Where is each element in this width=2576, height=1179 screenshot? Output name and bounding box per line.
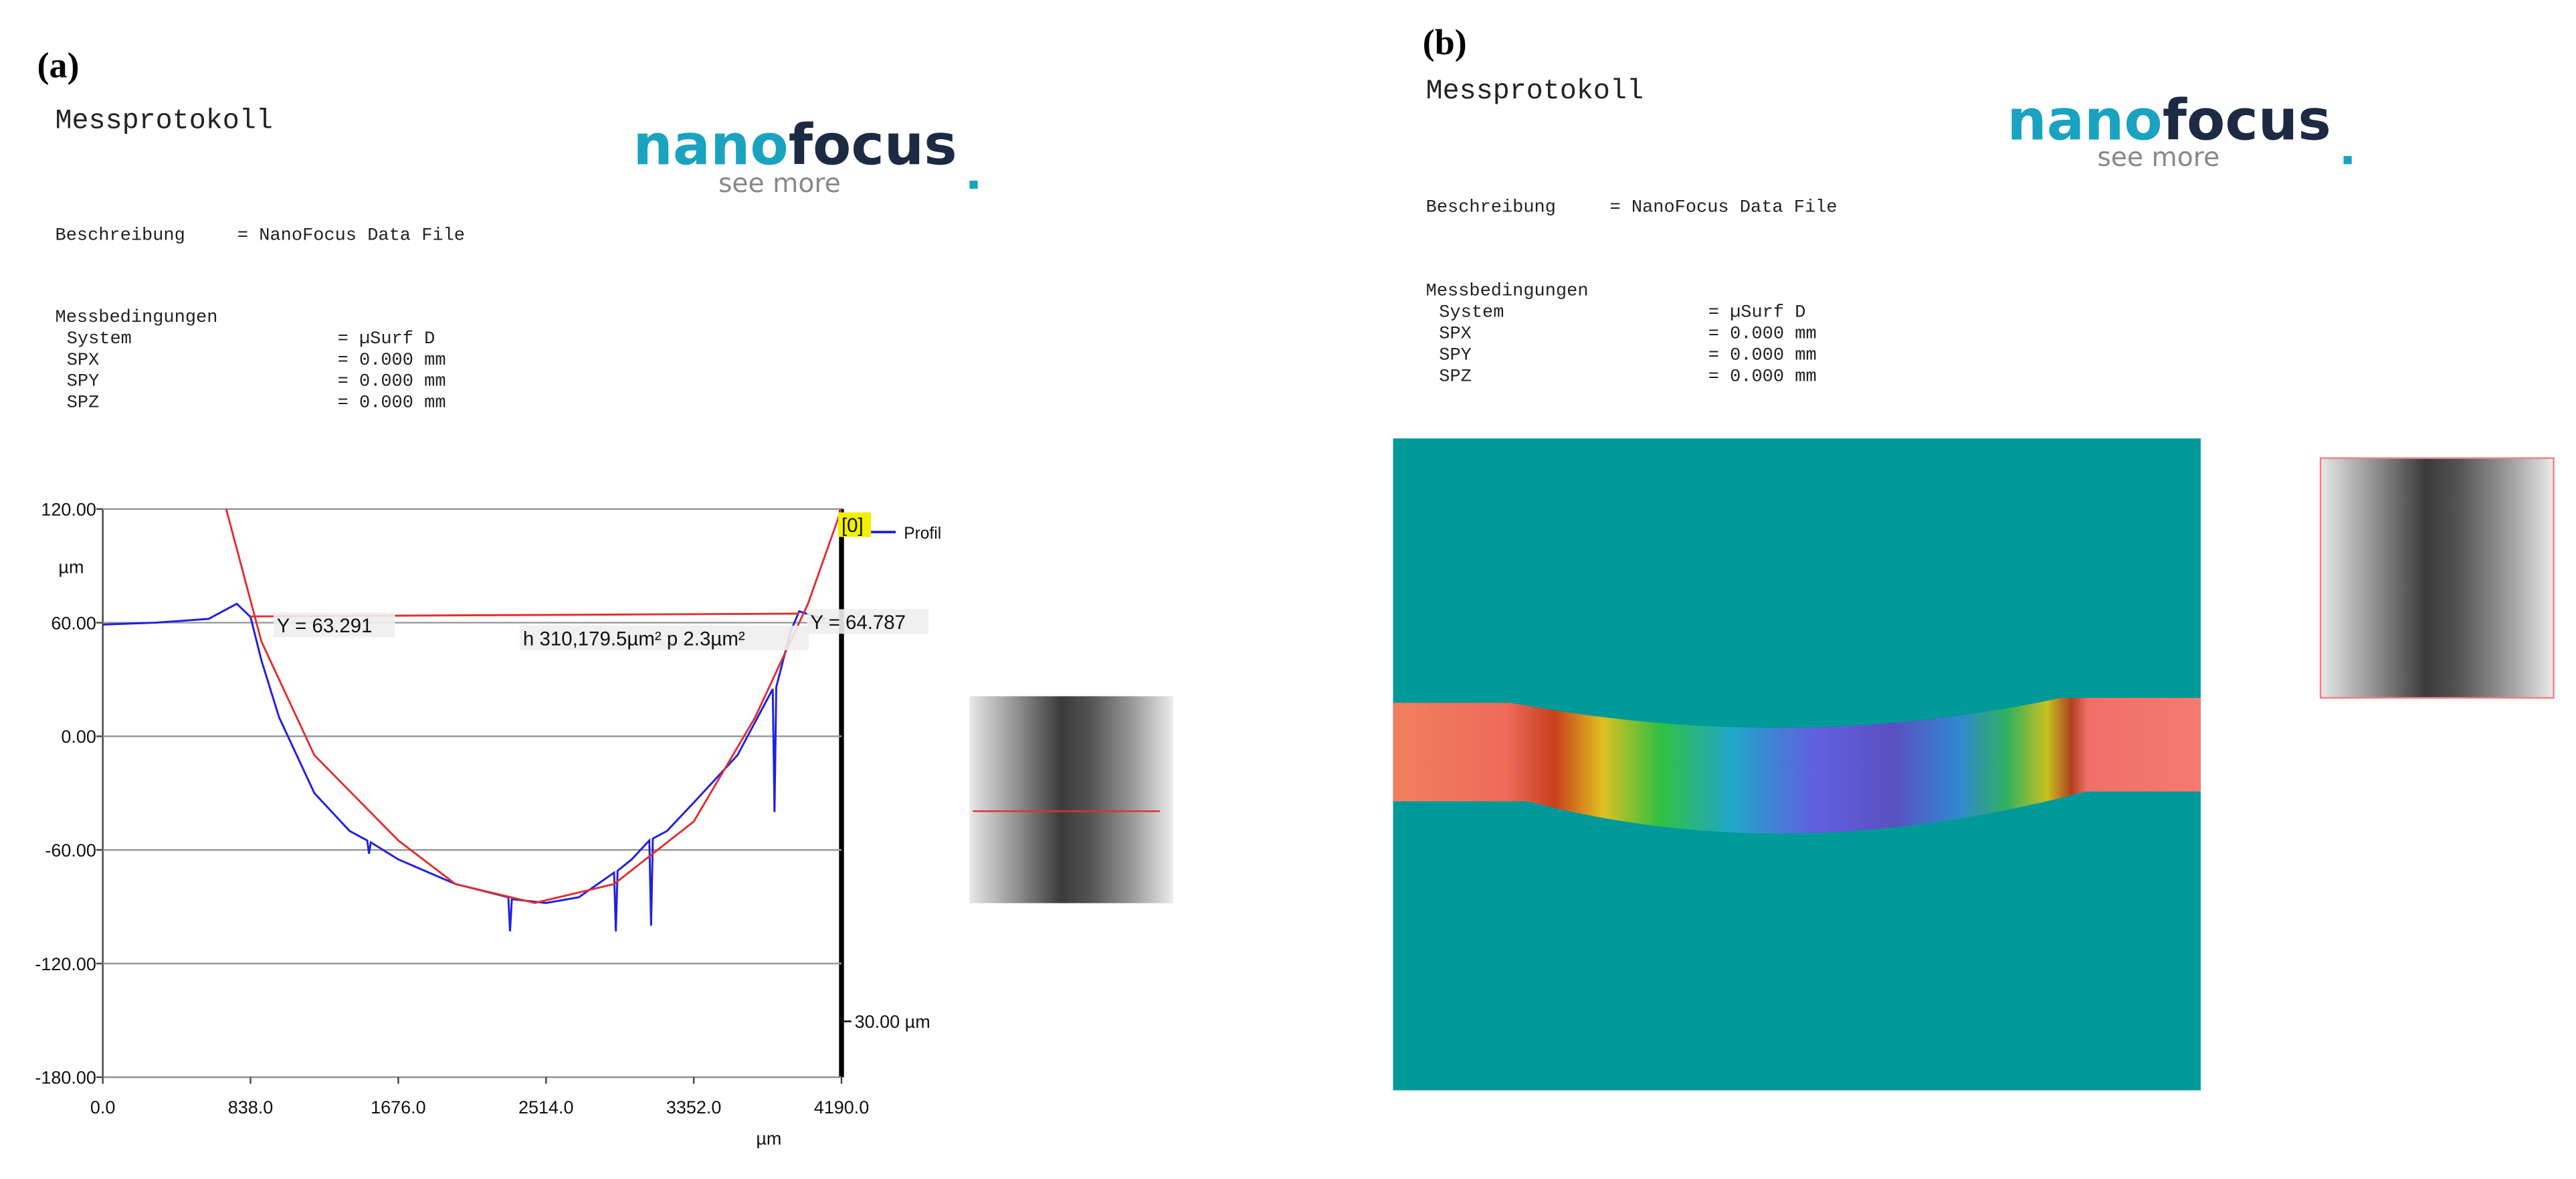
x-unit: µm (756, 1128, 781, 1148)
y-tick-label: -60.00 (45, 840, 96, 860)
logo: nanofocus (633, 112, 957, 177)
x-tick-label: 838.0 (228, 1097, 274, 1117)
logo-dot (969, 180, 978, 189)
condition-value: = 0.000 mm (1708, 345, 1817, 365)
condition-value: = 0.000 mm (1708, 325, 1817, 345)
description-label: Beschreibung (56, 225, 185, 246)
heading: Messprotokoll (56, 104, 273, 137)
condition-name: SPY (67, 372, 100, 392)
logo-nano: nano (633, 112, 788, 177)
conditions-heading: Messbedingungen (56, 308, 218, 328)
condition-value: = 0.000 mm (338, 393, 446, 414)
groove-map (1393, 697, 2201, 834)
logo-nano: nano (2007, 88, 2162, 153)
scale-label: 30.00 µm (855, 1012, 930, 1032)
legend-label: Profil (904, 525, 941, 543)
condition-value: = µSurf D (1708, 303, 1806, 323)
condition-value: = 0.000 mm (338, 351, 446, 371)
grid (96, 508, 843, 1084)
annotation: Y = 64.787 (810, 612, 906, 634)
condition-name: SPX (1439, 325, 1472, 345)
marker-box (838, 512, 872, 537)
conditions-heading: Messbedingungen (1426, 282, 1589, 302)
condition-name: SPZ (67, 393, 100, 414)
y-tick-label: 120.00 (41, 500, 96, 520)
panel-label: (b) (1423, 22, 1467, 62)
y-tick-label: -120.00 (35, 954, 96, 974)
condition-name: SPZ (1439, 367, 1472, 387)
marker: [0] (841, 515, 864, 537)
x-tick-label: 0.0 (90, 1097, 116, 1117)
description-label: Beschreibung (1426, 198, 1556, 218)
annotation: h 310,179.5µm² p 2.3µm² (523, 628, 745, 650)
y-unit: µm (58, 557, 84, 577)
x-tick-label: 3352.0 (666, 1097, 722, 1117)
series-group (102, 509, 842, 931)
x-tick-label: 4190.0 (814, 1097, 870, 1117)
logo-tagline: see more (718, 169, 841, 199)
x-tick-label: 1676.0 (371, 1097, 426, 1117)
heading: Messprotokoll (1426, 75, 1644, 107)
condition-value: = 0.000 mm (1708, 367, 1817, 387)
annotation: Y = 63.291 (277, 615, 373, 637)
panel-label: (a) (37, 45, 80, 85)
condition-name: SPX (67, 351, 100, 371)
plot-frame (102, 508, 843, 1079)
condition-name: SPY (1439, 345, 1472, 365)
logo-tagline: see more (2097, 143, 2219, 173)
series-line (225, 509, 842, 904)
description-value: = NanoFocus Data File (1609, 198, 1837, 218)
annotation-bg (807, 609, 929, 634)
logo-focus: focus (2163, 88, 2331, 153)
condition-value: = µSurf D (338, 329, 435, 349)
y-tick-label: 0.00 (61, 727, 96, 747)
logo: nanofocus (2007, 88, 2331, 153)
logo-dot (2343, 156, 2352, 165)
condition-name: System (1439, 303, 1504, 323)
annotation-bg (273, 612, 395, 638)
condition-value: = 0.000 mm (338, 372, 446, 392)
series-line (102, 602, 826, 931)
annotation-bg (520, 625, 809, 650)
y-tick-label: -180.00 (35, 1068, 96, 1088)
description-value: = NanoFocus Data File (237, 225, 465, 246)
condition-name: System (67, 329, 132, 349)
x-tick-label: 2514.0 (518, 1097, 574, 1117)
logo-focus: focus (789, 112, 957, 177)
thumbnail (969, 696, 1173, 903)
thumbnail (2319, 457, 2555, 699)
y-tick-label: 60.00 (51, 613, 96, 633)
